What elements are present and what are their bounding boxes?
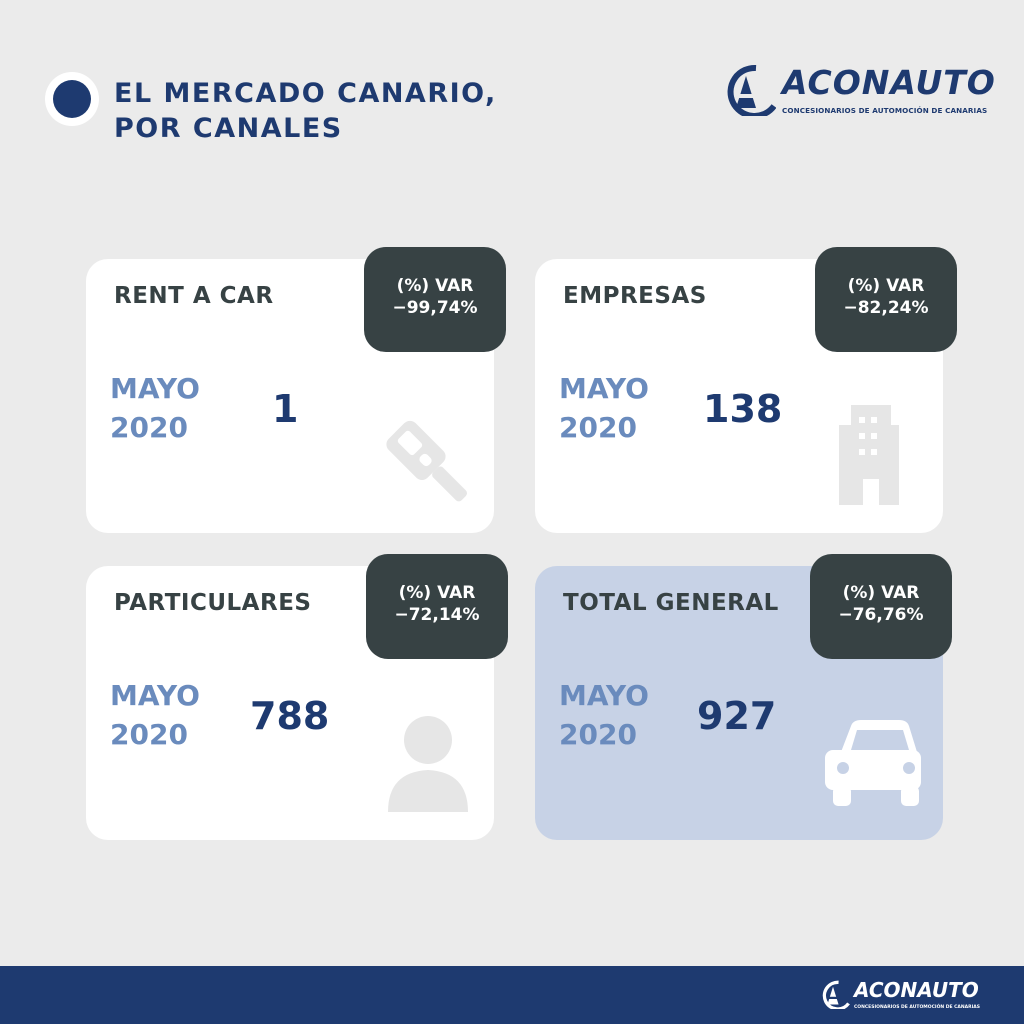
building-icon [839, 405, 899, 505]
variation-badge: (%) VAR −72,14% [366, 554, 508, 659]
title-line-2: POR CANALES [114, 113, 343, 144]
var-label: (%) VAR [847, 276, 925, 296]
person-icon [388, 716, 468, 812]
title-line-1: EL MERCADO CANARIO, [114, 78, 497, 109]
card-period: MAYO 2020 [110, 369, 200, 447]
var-label: (%) VAR [396, 276, 474, 296]
aconauto-logo-icon [822, 980, 850, 1009]
var-value: −72,14% [394, 605, 480, 625]
period-year: 2020 [110, 718, 188, 751]
card-value: 1 [272, 387, 299, 431]
card-value: 788 [250, 694, 330, 738]
var-label: (%) VAR [398, 583, 476, 603]
period-year: 2020 [110, 411, 188, 444]
period-year: 2020 [559, 718, 637, 751]
variation-badge: (%) VAR −99,74% [364, 247, 506, 352]
car-icon [825, 720, 921, 806]
var-value: −82,24% [843, 298, 929, 318]
period-month: MAYO [559, 372, 649, 405]
period-month: MAYO [110, 679, 200, 712]
card-label: TOTAL GENERAL [563, 590, 779, 616]
var-value: −76,76% [838, 605, 924, 625]
variation-badge: (%) VAR −76,76% [810, 554, 952, 659]
title-bullet-icon [45, 72, 99, 126]
logo-name: ACONAUTO [782, 63, 996, 102]
card-label: RENT A CAR [114, 283, 274, 309]
card-value: 927 [697, 694, 777, 738]
footer-logo: ACONAUTO CONCESIONARIOS DE AUTOMOCIÓN DE… [816, 977, 980, 1011]
page-title: EL MERCADO CANARIO, POR CANALES [114, 76, 497, 146]
card-label: EMPRESAS [563, 283, 707, 309]
variation-badge: (%) VAR −82,24% [815, 247, 957, 352]
aconauto-logo-icon [727, 64, 776, 116]
card-period: MAYO 2020 [559, 676, 649, 754]
footer-bar: ACONAUTO CONCESIONARIOS DE AUTOMOCIÓN DE… [0, 966, 1024, 1024]
card-period: MAYO 2020 [110, 676, 200, 754]
card-value: 138 [703, 387, 783, 431]
period-month: MAYO [559, 679, 649, 712]
period-month: MAYO [110, 372, 200, 405]
logo-tagline: CONCESIONARIOS DE AUTOMOCIÓN DE CANARIAS [853, 1005, 980, 1010]
var-label: (%) VAR [842, 583, 920, 603]
car-key-icon [386, 420, 468, 502]
logo-name: ACONAUTO [853, 978, 979, 1002]
card-period: MAYO 2020 [559, 369, 649, 447]
logo-tagline: CONCESIONARIOS DE AUTOMOCIÓN DE CANARIAS [782, 106, 988, 115]
period-year: 2020 [559, 411, 637, 444]
var-value: −99,74% [392, 298, 478, 318]
aconauto-logo: ACONAUTO CONCESIONARIOS DE AUTOMOCIÓN DE… [716, 62, 996, 116]
card-label: PARTICULARES [114, 590, 312, 616]
